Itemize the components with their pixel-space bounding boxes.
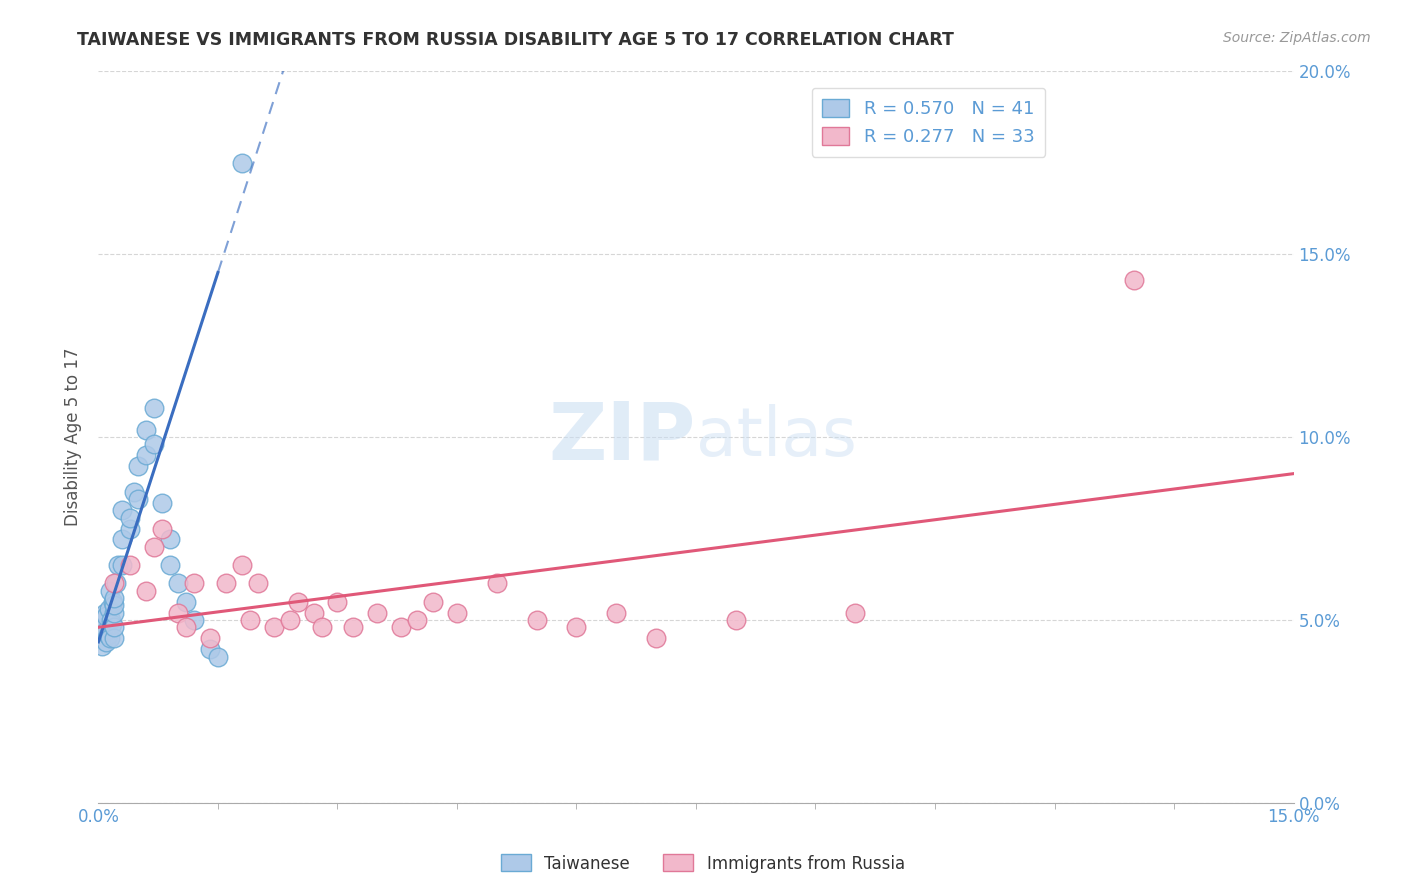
- Point: [120, 510, 142, 524]
- Point: [239, 613, 262, 627]
- Point: [101, 594, 124, 608]
- Point: [91, 639, 114, 653]
- Point: [215, 576, 238, 591]
- Point: [485, 576, 508, 591]
- Point: [174, 594, 197, 608]
- Point: [311, 620, 333, 634]
- Point: [107, 558, 129, 573]
- Point: [143, 401, 166, 415]
- Point: [103, 606, 125, 620]
- Point: [103, 632, 125, 646]
- Point: [143, 540, 166, 554]
- Point: [278, 613, 301, 627]
- Point: [103, 620, 125, 634]
- Point: [96, 609, 118, 624]
- Point: [111, 503, 134, 517]
- Point: [127, 459, 149, 474]
- Point: [231, 156, 253, 170]
- Point: [124, 485, 146, 500]
- Point: [100, 613, 122, 627]
- Point: [97, 627, 120, 641]
- Y-axis label: Disability Age 5 to 17: Disability Age 5 to 17: [65, 348, 83, 526]
- Point: [98, 632, 122, 646]
- Point: [159, 558, 181, 573]
- Text: ZIP: ZIP: [548, 398, 696, 476]
- Point: [174, 620, 197, 634]
- Point: [198, 632, 221, 646]
- Point: [389, 620, 412, 634]
- Point: [103, 576, 125, 591]
- Point: [101, 616, 124, 631]
- Point: [93, 620, 115, 634]
- Text: atlas: atlas: [696, 404, 856, 470]
- Point: [183, 613, 205, 627]
- Point: [103, 599, 125, 613]
- Point: [167, 606, 190, 620]
- Point: [366, 606, 388, 620]
- Point: [103, 591, 125, 605]
- Point: [287, 594, 309, 608]
- Point: [143, 437, 166, 451]
- Point: [120, 558, 142, 573]
- Legend: Taiwanese, Immigrants from Russia: Taiwanese, Immigrants from Russia: [495, 847, 911, 880]
- Point: [565, 620, 588, 634]
- Point: [97, 602, 120, 616]
- Text: Source: ZipAtlas.com: Source: ZipAtlas.com: [1223, 31, 1371, 45]
- Point: [198, 642, 221, 657]
- Point: [135, 583, 157, 598]
- Point: [135, 423, 157, 437]
- Point: [605, 606, 627, 620]
- Point: [302, 606, 325, 620]
- Point: [96, 624, 118, 638]
- Point: [342, 620, 364, 634]
- Text: TAIWANESE VS IMMIGRANTS FROM RUSSIA DISABILITY AGE 5 TO 17 CORRELATION CHART: TAIWANESE VS IMMIGRANTS FROM RUSSIA DISA…: [77, 31, 955, 49]
- Point: [446, 606, 468, 620]
- Point: [111, 558, 134, 573]
- Point: [96, 635, 118, 649]
- Point: [159, 533, 181, 547]
- Point: [104, 576, 127, 591]
- Point: [526, 613, 548, 627]
- Point: [844, 606, 866, 620]
- Point: [150, 521, 173, 535]
- Point: [1123, 273, 1146, 287]
- Point: [422, 594, 444, 608]
- Point: [98, 583, 122, 598]
- Point: [135, 448, 157, 462]
- Legend: R = 0.570   N = 41, R = 0.277   N = 33: R = 0.570 N = 41, R = 0.277 N = 33: [811, 87, 1046, 157]
- Point: [231, 558, 253, 573]
- Point: [111, 533, 134, 547]
- Point: [127, 492, 149, 507]
- Point: [167, 576, 190, 591]
- Point: [263, 620, 285, 634]
- Point: [406, 613, 429, 627]
- Point: [246, 576, 269, 591]
- Point: [724, 613, 747, 627]
- Point: [183, 576, 205, 591]
- Point: [207, 649, 229, 664]
- Point: [150, 496, 173, 510]
- Point: [645, 632, 668, 646]
- Point: [120, 521, 142, 535]
- Point: [326, 594, 349, 608]
- Point: [94, 606, 117, 620]
